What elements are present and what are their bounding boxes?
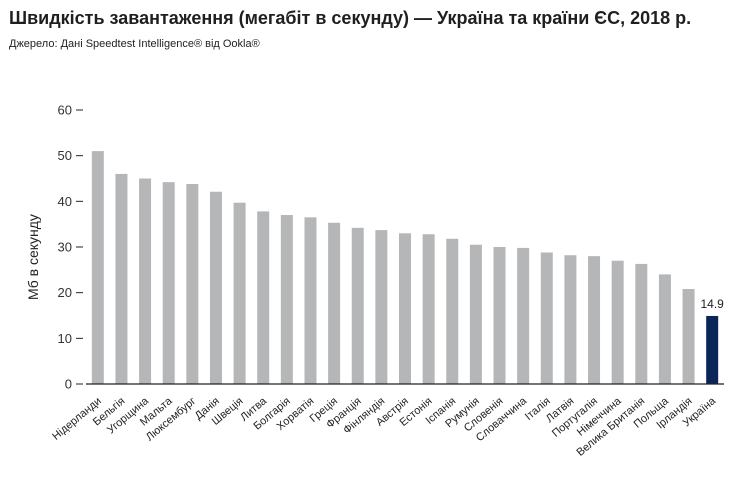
y-axis-title: Мб в секунду [25,214,41,300]
data-label: 14.9 [701,297,725,311]
bar [209,191,222,384]
y-tick-label: 10 [58,331,72,346]
bar [304,217,317,384]
bar [375,230,388,384]
bar [399,233,411,384]
bar [257,211,270,384]
bar [351,227,364,384]
chart-source: Джерело: Дані Speedtest Intelligence® ві… [9,38,260,50]
bar [446,238,459,384]
y-tick-label: 0 [65,377,72,392]
bar [280,215,293,384]
y-tick-label: 50 [58,148,72,163]
bar [91,151,104,384]
bar [162,182,175,384]
bar [658,274,671,384]
bar [682,289,695,384]
x-axis-labels: НідерландиБельгіяУгорщинаМальтаЛюксембур… [50,395,719,459]
bar [186,183,199,384]
bar [139,178,152,384]
bar [422,234,435,384]
bar [233,202,246,384]
bar [328,222,341,384]
y-tick-label: 20 [58,285,72,300]
bar [588,256,601,384]
bar [493,247,506,384]
bars-group [91,151,719,384]
data-labels: 14.9 [701,297,725,311]
bar [611,260,624,384]
bar [469,244,482,384]
bar [517,247,530,384]
bar [564,255,577,384]
bar [635,263,648,384]
bar [540,252,553,384]
y-tick-label: 60 [58,103,72,118]
bar [706,315,719,384]
y-tick-label: 30 [58,240,72,255]
y-tick-label: 40 [58,194,72,209]
chart-title: Швидкість завантаження (мегабіт в секунд… [9,8,692,28]
y-axis-ticks: 0 10 20 30 40 50 60 [58,103,83,392]
bar [115,173,128,384]
